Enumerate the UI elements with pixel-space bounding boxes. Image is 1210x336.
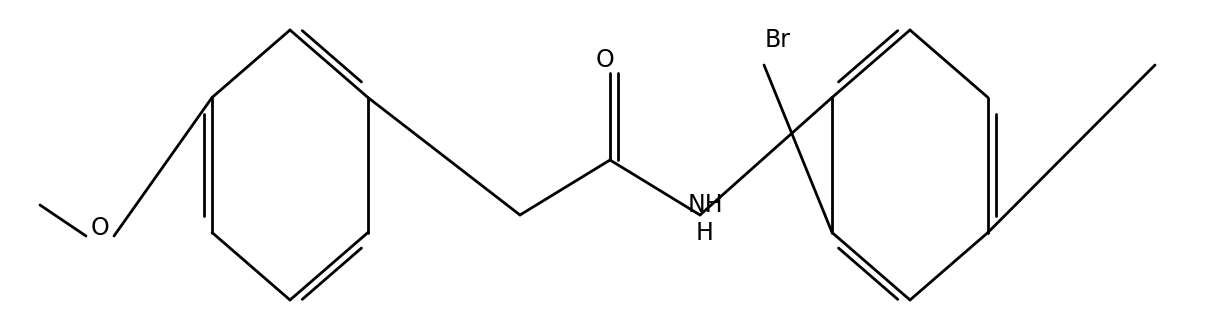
Text: H: H: [696, 221, 714, 245]
Text: NH: NH: [687, 193, 722, 217]
Text: O: O: [91, 216, 109, 240]
Text: O: O: [595, 48, 615, 72]
Text: Br: Br: [765, 28, 791, 52]
